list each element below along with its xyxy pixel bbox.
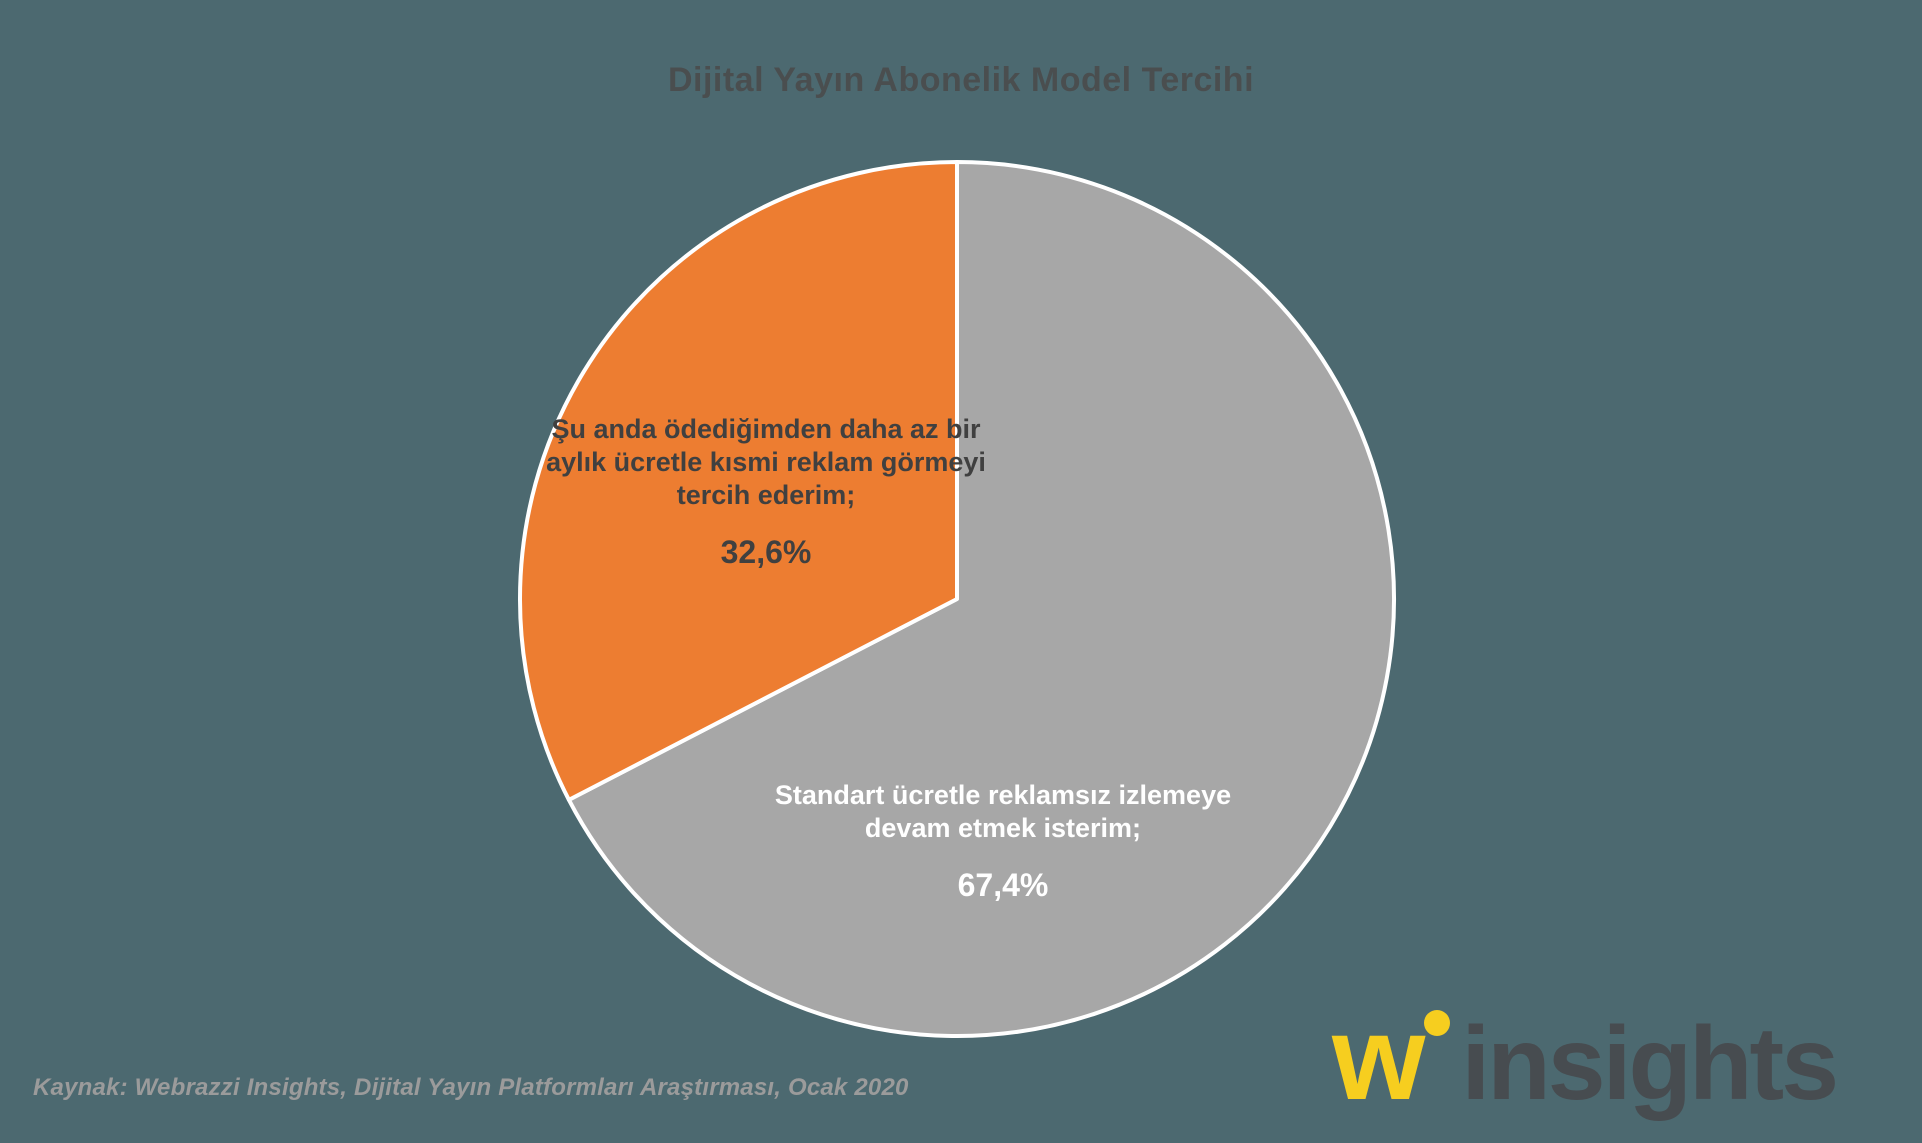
logo-insights-text: insights: [1461, 1006, 1839, 1122]
chart-title: Dijital Yayın Abonelik Model Tercihi: [667, 61, 1255, 99]
source-note: Kaynak: Webrazzi Insights, Dijital Yayın…: [33, 1074, 909, 1101]
slice-label-text: Standart ücretle reklamsız izlemeye deva…: [774, 780, 1232, 843]
logo-w-letter: w: [1332, 991, 1425, 1125]
webrazzi-insights-logo: w insights: [1332, 991, 1839, 1125]
slice-percentage-value: 67,4%: [957, 867, 1049, 903]
logo-dot-icon: [1424, 1010, 1450, 1036]
slice-label-cheaper-with-partial-ads: Şu anda ödediğimden daha az bir aylık üc…: [506, 413, 1026, 571]
slice-percentage-value: 32,6%: [720, 534, 812, 570]
pie-slice-cheaper-with-partial-ads: [517, 160, 959, 802]
slice-label-standard-no-ads: Standart ücretle reklamsız izlemeye deva…: [723, 779, 1283, 904]
pie-slice-standard-no-ads: [566, 160, 1396, 1038]
slice-label-text: Şu anda ödediğimden daha az bir aylık üc…: [546, 414, 986, 510]
